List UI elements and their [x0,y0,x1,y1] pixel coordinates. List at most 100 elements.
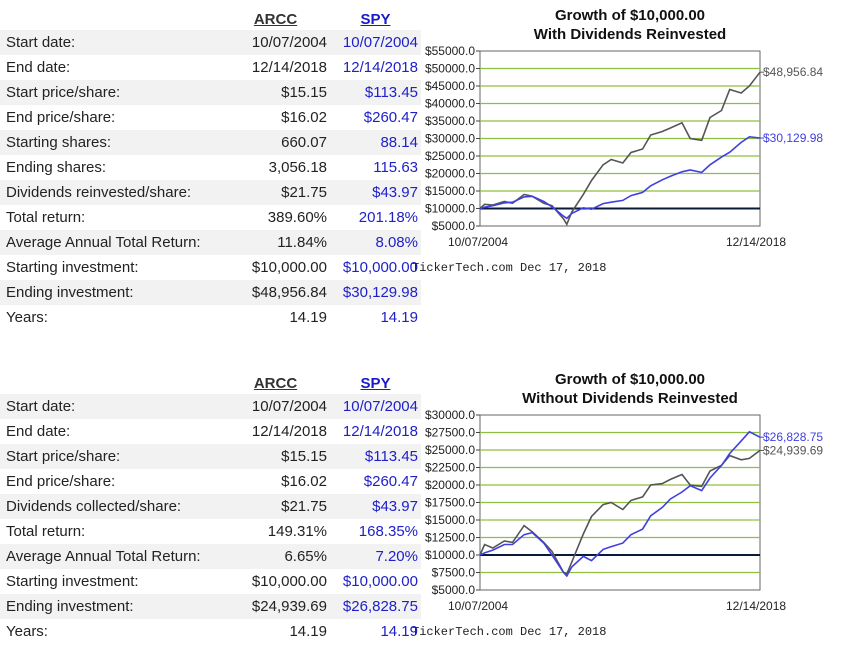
row-label: Ending investment: [0,594,221,619]
x-end-label: 12/14/2018 [726,599,786,613]
table-row: Average Annual Total Return: 6.65% 7.20% [0,544,421,569]
table-row: Ending investment: $48,956.84 $30,129.98 [0,280,421,305]
table-row: Start date: 10/07/2004 10/07/2004 [0,394,421,419]
ticker1-value: $16.02 [281,473,327,490]
table-body: Start date: 10/07/2004 10/07/2004 End date:… [0,394,421,644]
growth-chart: Growth of $10,000.00 With Dividends Rein… [408,0,843,300]
y-tick-label: $45000.0 [425,79,475,93]
chart-title: Growth of $10,000.00 With Dividends Rein… [408,6,843,44]
ticker1-header: ARCC [253,374,298,392]
series-line-spy [479,430,761,578]
ticker1-value: 14.19 [289,623,327,640]
ticker2-value: $30,129.98 [330,280,421,305]
chart-title-line1: Growth of $10,000.00 [554,371,706,388]
table-row: End date: 12/14/2018 12/14/2018 [0,419,421,444]
y-tick-label: $5000.0 [432,219,476,233]
chart-svg: $5000.0 $10000.0 $15000.0 $20000.0 $25000.0 $… [425,44,823,249]
table-row: Total return: 389.60% 201.18% [0,205,421,230]
table-row: Ending investment: $24,939.69 $26,828.75 [0,594,421,619]
ticker2-value: $10,000.00 [342,259,418,276]
ticker2-value: 88.14 [330,130,421,155]
y-tick-label: $25000.0 [425,149,475,163]
row-label: Total return: [6,523,86,540]
ticker2-value: $113.45 [330,444,421,469]
ticker2-value: 201.18% [358,209,418,226]
ticker1-value: $16.02 [281,109,327,126]
y-tick-label: $22500.0 [425,461,475,475]
row-label: Average Annual Total Return: [0,544,221,569]
y-tick-label: $10000.0 [425,548,475,562]
ticker1-value: $24,939.69 [221,594,330,619]
chart-title-line2: Without Dividends Reinvested [522,390,738,407]
comparison-table: ARCC SPY Start date: 10/07/2004 10/07/2004… [0,8,421,330]
footer-source: TickerTech.com [412,625,513,639]
ticker1-value: 10/07/2004 [221,30,330,55]
row-label: Start price/share: [0,80,221,105]
footer-date: Dec 17, 2018 [520,625,607,639]
row-label: Ending investment: [0,280,221,305]
ticker2-header: SPY [360,10,391,28]
ticker2-value: 14.19 [380,309,418,326]
ticker1-value: 11.84% [221,230,330,255]
row-label: Years: [6,623,48,640]
table-row: Start price/share: $15.15 $113.45 [0,444,421,469]
ticker2-value: 10/07/2004 [330,394,421,419]
table-row: Start price/share: $15.15 $113.45 [0,80,421,105]
ticker2-value: 12/14/2018 [342,423,418,440]
ticker1-value: 389.60% [267,209,327,226]
ticker1-value: $15.15 [221,80,330,105]
ticker2-value: 10/07/2004 [330,30,421,55]
row-label: Ending shares: [6,159,107,176]
y-tick-label: $15000.0 [425,513,475,527]
series-line-arcc [479,449,761,575]
row-label: End date: [6,423,71,440]
row-label: End price/share: [6,109,116,126]
ticker2-value: $43.97 [330,180,421,205]
ticker1-header: ARCC [253,10,298,28]
row-label: Total return: [6,209,86,226]
ticker1-value: 660.07 [221,130,330,155]
series-line-arcc [479,71,761,227]
table-row: Years: 14.19 14.19 [0,619,421,644]
ticker1-value: 3,056.18 [268,159,327,176]
ticker2-value: 14.19 [380,623,418,640]
row-label: Years: [6,309,48,326]
ticker1-value: $48,956.84 [221,280,330,305]
y-tick-label: $25000.0 [425,443,475,457]
y-tick-label: $35000.0 [425,114,475,128]
row-label: Start date: [0,394,221,419]
y-tick-label: $40000.0 [425,97,475,111]
ticker2-header: SPY [360,374,391,392]
series-line-spy [479,135,761,220]
row-label: Starting investment: [6,573,139,590]
series-end-label-spy: $30,129.98 [763,131,823,145]
row-label: End date: [6,59,71,76]
ticker2-value: 7.20% [330,544,421,569]
row-label: Starting shares: [0,130,221,155]
chart-svg: $5000.0 $7500.0 $10000.0 $12500.0 $15000.0 $1… [425,408,823,613]
table-body: Start date: 10/07/2004 10/07/2004 End date:… [0,30,421,330]
ticker1-value: 6.65% [221,544,330,569]
ticker1-value: $15.15 [221,444,330,469]
ticker1-value: 12/14/2018 [251,423,327,440]
table-row: Average Annual Total Return: 11.84% 8.08% [0,230,421,255]
series-end-label-arcc: $24,939.69 [763,443,823,457]
footer-source: TickerTech.com [412,261,513,275]
chart-title-line2: With Dividends Reinvested [533,26,727,43]
y-tick-label: $55000.0 [425,44,475,58]
table-row: Dividends collected/share: $21.75 $43.97 [0,494,421,519]
table-row: Ending shares: 3,056.18 115.63 [0,155,421,180]
ticker2-value: 8.08% [330,230,421,255]
ticker1-value: 14.19 [289,309,327,326]
chart-title: Growth of $10,000.00 Without Dividends R… [408,370,843,408]
y-tick-label: $50000.0 [425,62,475,76]
growth-chart: Growth of $10,000.00 Without Dividends R… [408,364,843,664]
ticker2-value: $26,828.75 [330,594,421,619]
table-row: Starting shares: 660.07 88.14 [0,130,421,155]
ticker1-value: $21.75 [221,180,330,205]
section-without-dividends: ARCC SPY Start date: 10/07/2004 10/07/2004… [0,364,843,646]
x-start-label: 10/07/2004 [448,235,508,249]
y-tick-label: $27500.0 [425,426,475,440]
table-row: End price/share: $16.02 $260.47 [0,105,421,130]
ticker2-value: 12/14/2018 [342,59,418,76]
